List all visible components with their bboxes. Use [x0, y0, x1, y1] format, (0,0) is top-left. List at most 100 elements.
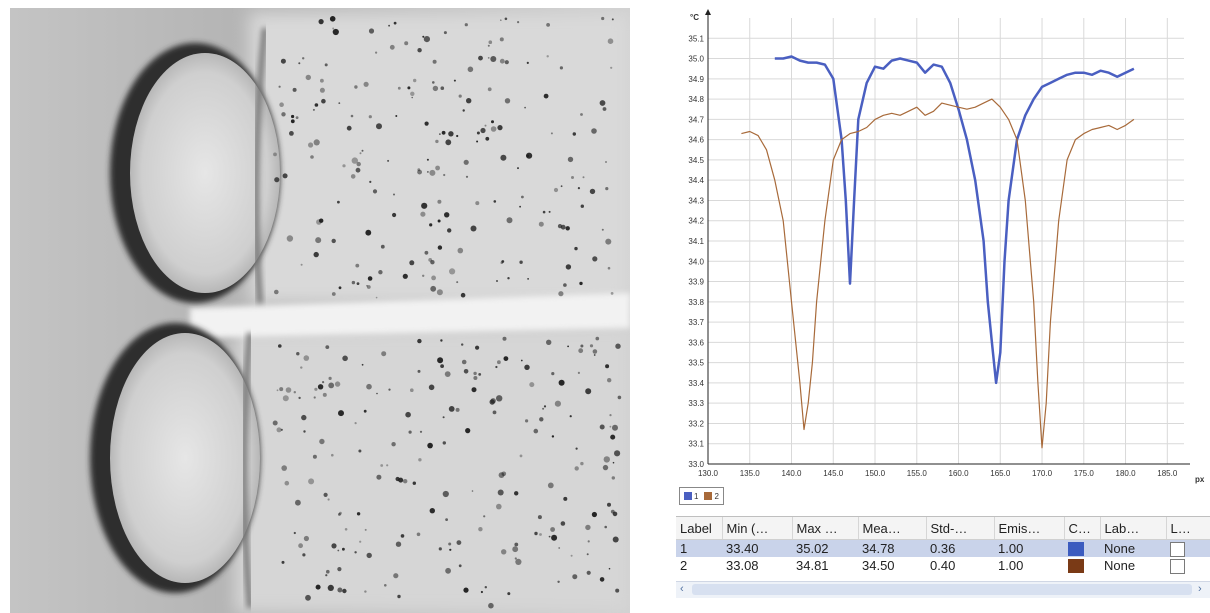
sweat-pore [463, 159, 469, 165]
sweat-pore [609, 414, 612, 417]
lock-checkbox[interactable] [1170, 558, 1185, 574]
sweat-pore [604, 525, 607, 529]
sweat-pore [539, 417, 544, 422]
sweat-pore [591, 128, 597, 134]
col-header-min[interactable]: Min (… [722, 517, 793, 540]
sweat-pore [515, 558, 522, 566]
sweat-pore [331, 238, 336, 244]
table-row[interactable]: 2 33.08 34.81 34.50 0.40 1.00 None [676, 557, 1210, 574]
row-label-type[interactable]: None [1100, 539, 1166, 557]
sweat-pore [563, 283, 567, 287]
color-swatch[interactable] [1068, 559, 1084, 574]
scroll-left-icon[interactable]: ‹ [680, 583, 684, 595]
sweat-pore [470, 225, 477, 232]
sweat-pore [278, 344, 282, 348]
sweat-pore [289, 131, 294, 136]
sweat-pore [350, 114, 354, 118]
col-header-max[interactable]: Max … [792, 517, 859, 540]
sweat-pore [444, 371, 451, 377]
sweat-pore [456, 134, 459, 138]
sweat-pore [575, 447, 578, 450]
sweat-pore [569, 415, 572, 418]
sweat-pore [490, 398, 496, 404]
legend-item-2[interactable]: 2 [704, 492, 719, 501]
chart-legend[interactable]: 1 2 [679, 487, 724, 505]
sweat-pore [440, 86, 445, 90]
sweat-pore [546, 339, 552, 345]
y-tick-label: 34.4 [688, 176, 704, 185]
sweat-pore [461, 343, 464, 346]
sweat-pore [539, 533, 542, 536]
lock-checkbox[interactable] [1170, 541, 1185, 557]
row-lock[interactable] [1166, 557, 1210, 574]
scroll-thumb[interactable] [692, 584, 1192, 595]
sweat-pore [537, 515, 542, 520]
sweat-pore [473, 376, 478, 380]
chart-grid [707, 18, 1184, 465]
horizontal-scrollbar[interactable]: ‹ › [676, 581, 1210, 598]
sweat-pore [429, 508, 435, 514]
sweat-pore [331, 292, 336, 296]
sweat-pore [605, 187, 609, 191]
sweat-pore [605, 364, 610, 369]
sweat-pore [476, 131, 480, 135]
sweat-pore [609, 425, 612, 428]
color-swatch[interactable] [1068, 542, 1084, 557]
sweat-pore [475, 201, 480, 206]
sweat-pore [448, 542, 452, 546]
scroll-right-icon[interactable]: › [1198, 583, 1202, 595]
sweat-pore [424, 121, 429, 126]
sweat-pore [607, 378, 612, 383]
sweat-pore [313, 251, 319, 258]
col-header-std[interactable]: Std-… [926, 517, 995, 540]
sweat-pore [460, 292, 466, 298]
row-std: 0.40 [930, 558, 956, 573]
row-lock[interactable] [1166, 539, 1210, 557]
sweat-pore [437, 219, 441, 223]
sweat-pore [577, 187, 581, 190]
row-color[interactable] [1064, 539, 1100, 557]
table-row[interactable]: 1 33.40 35.02 34.78 0.36 1.00 None [676, 539, 1210, 557]
sweat-pore [533, 428, 539, 434]
sweat-pore [411, 96, 414, 99]
sweat-pore [442, 416, 445, 419]
sweat-pore [397, 594, 401, 599]
sweat-pore [492, 410, 497, 415]
sweat-pore [423, 36, 430, 43]
sweat-pore [272, 420, 278, 426]
sweat-pore [310, 155, 314, 159]
col-header-emissivity[interactable]: Emis… [994, 517, 1065, 540]
sweat-pore [574, 246, 578, 251]
sweat-pore [355, 263, 360, 268]
sweat-pore [559, 66, 564, 70]
sweat-pore [565, 226, 570, 231]
x-tick-label: 165.0 [990, 469, 1011, 478]
col-header-lock[interactable]: L… [1166, 517, 1210, 540]
sweat-pore [276, 427, 282, 433]
sweat-pore [480, 127, 486, 134]
y-tick-label: 34.9 [688, 75, 704, 84]
sweat-pore [426, 158, 429, 161]
col-header-label[interactable]: Label [676, 517, 723, 540]
sweat-pore [363, 409, 367, 413]
sweat-pore [282, 395, 289, 402]
sweat-pore [312, 108, 315, 111]
row-color[interactable] [1064, 557, 1100, 574]
row-label-type[interactable]: None [1104, 558, 1136, 573]
sweat-pore [327, 584, 334, 592]
col-header-label-type[interactable]: Lab… [1100, 517, 1167, 540]
sweat-pore [334, 381, 341, 387]
col-header-color[interactable]: C… [1064, 517, 1101, 540]
sweat-pore [599, 577, 605, 582]
sweat-pore [447, 228, 452, 233]
sweat-pore [393, 21, 397, 25]
sweat-pore [493, 200, 497, 203]
sweat-pore [521, 195, 524, 199]
col-header-mean[interactable]: Mea… [858, 517, 927, 540]
sweat-pore [507, 592, 511, 596]
legend-item-1[interactable]: 1 [684, 492, 698, 501]
sweat-pore [476, 140, 479, 143]
sweat-pore [488, 40, 493, 44]
sweat-pore [480, 590, 483, 594]
sweat-pore [490, 56, 497, 62]
